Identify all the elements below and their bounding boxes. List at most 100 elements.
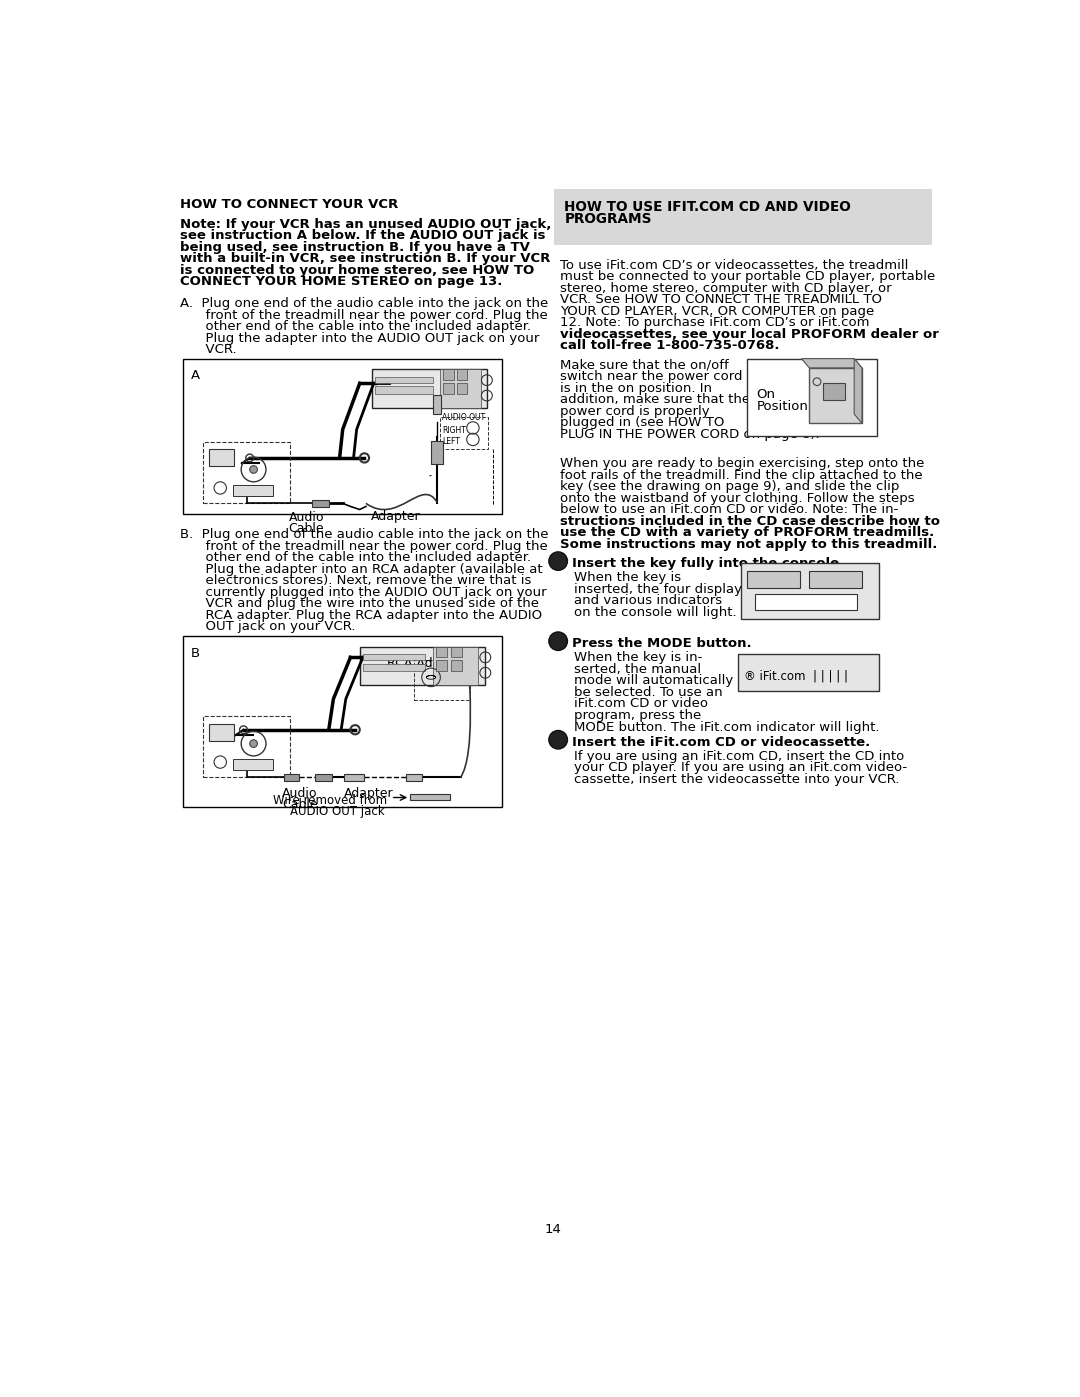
Text: onto the waistband of your clothing. Follow the steps: onto the waistband of your clothing. Fol… xyxy=(559,492,915,504)
Text: HOW TO CONNECT YOUR VCR: HOW TO CONNECT YOUR VCR xyxy=(180,198,399,211)
Text: ® iFit.com  | | | | |: ® iFit.com | | | | | xyxy=(744,669,848,683)
Text: program, press the: program, press the xyxy=(573,708,701,722)
Bar xyxy=(431,441,444,464)
Text: To use iFit.com CD’s or videocassettes, the treadmill: To use iFit.com CD’s or videocassettes, … xyxy=(559,258,908,271)
Bar xyxy=(203,441,291,503)
Text: addition, make sure that the: addition, make sure that the xyxy=(559,393,750,407)
Bar xyxy=(441,418,488,450)
Text: on the console will light.: on the console will light. xyxy=(573,606,737,619)
Text: Cable: Cable xyxy=(288,522,324,535)
Bar xyxy=(433,395,441,414)
Text: Press the MODE button.: Press the MODE button. xyxy=(572,637,752,651)
Bar xyxy=(363,664,424,671)
Text: inserted, the four displays: inserted, the four displays xyxy=(573,583,748,595)
Text: is in the on position. In: is in the on position. In xyxy=(559,381,712,395)
Text: When you are ready to begin exercising, step onto the: When you are ready to begin exercising, … xyxy=(559,457,924,471)
Text: Plug the adapter into the AUDIO OUT jack on your: Plug the adapter into the AUDIO OUT jack… xyxy=(180,331,539,345)
Bar xyxy=(451,661,462,671)
Text: |<          >|: |< >| xyxy=(772,598,822,608)
Text: HOW TO USE IFIT.COM CD AND VIDEO: HOW TO USE IFIT.COM CD AND VIDEO xyxy=(565,200,851,214)
Text: mode will automatically: mode will automatically xyxy=(573,675,733,687)
Text: Plug the adapter into an RCA adapter (available at: Plug the adapter into an RCA adapter (av… xyxy=(180,563,542,576)
Bar xyxy=(435,647,446,658)
Text: call toll-free 1-800-735-0768.: call toll-free 1-800-735-0768. xyxy=(559,339,779,352)
Text: cassette, insert the videocassette into your VCR.: cassette, insert the videocassette into … xyxy=(573,773,900,787)
Bar xyxy=(809,367,862,423)
Text: Adapter: Adapter xyxy=(345,787,394,799)
Text: power cord is properly: power cord is properly xyxy=(559,405,710,418)
Text: use the CD with a variety of PROFORM treadmills.: use the CD with a variety of PROFORM tre… xyxy=(559,527,934,539)
Circle shape xyxy=(249,465,257,474)
Text: Some instructions may not apply to this treadmill.: Some instructions may not apply to this … xyxy=(559,538,937,550)
Bar xyxy=(443,369,454,380)
Text: VCR and plug the wire into the unused side of the: VCR and plug the wire into the unused si… xyxy=(180,598,539,610)
Text: front of the treadmill near the power cord. Plug the: front of the treadmill near the power co… xyxy=(180,309,548,321)
Bar xyxy=(823,383,845,400)
Text: below to use an iFit.com CD or video. Note: The in-: below to use an iFit.com CD or video. No… xyxy=(559,503,899,517)
Bar xyxy=(433,647,478,685)
Bar xyxy=(203,715,291,778)
Bar xyxy=(747,359,877,436)
Bar xyxy=(406,774,422,781)
Text: is connected to your home stereo, see HOW TO: is connected to your home stereo, see HO… xyxy=(180,264,535,277)
Text: Insert the key fully into the console.: Insert the key fully into the console. xyxy=(572,557,845,570)
Bar xyxy=(232,485,273,496)
Text: VCR. See HOW TO CONNECT THE TREADMILL TO: VCR. See HOW TO CONNECT THE TREADMILL TO xyxy=(559,293,881,306)
Bar xyxy=(210,450,234,467)
Text: 12. Note: To purchase iFit.com CD’s or iFit.com: 12. Note: To purchase iFit.com CD’s or i… xyxy=(559,316,869,330)
Text: other end of the cable into the included adapter.: other end of the cable into the included… xyxy=(180,320,531,332)
Bar xyxy=(414,661,470,700)
Text: B: B xyxy=(191,647,200,659)
Text: Audio: Audio xyxy=(288,511,324,524)
Bar xyxy=(443,383,454,394)
Text: Note: If your VCR has an unused AUDIO OUT jack,: Note: If your VCR has an unused AUDIO OU… xyxy=(180,218,551,231)
Text: LEFT: LEFT xyxy=(443,437,460,446)
Text: 1: 1 xyxy=(555,557,564,571)
Text: AUDIO OUT: AUDIO OUT xyxy=(442,412,485,422)
Text: front of the treadmill near the power cord. Plug the: front of the treadmill near the power co… xyxy=(180,539,548,553)
Text: B.  Plug one end of the audio cable into the jack on the: B. Plug one end of the audio cable into … xyxy=(180,528,549,541)
Circle shape xyxy=(549,731,567,749)
Text: other end of the cable into the included adapter.: other end of the cable into the included… xyxy=(180,550,531,564)
Text: VCR.: VCR. xyxy=(180,344,237,356)
Text: 3: 3 xyxy=(555,736,564,750)
Circle shape xyxy=(249,740,257,747)
Bar xyxy=(183,359,502,514)
Text: If you are using an iFit.com CD, insert the CD into: If you are using an iFit.com CD, insert … xyxy=(573,750,904,763)
Text: RCA adapter. Plug the RCA adapter into the AUDIO: RCA adapter. Plug the RCA adapter into t… xyxy=(180,609,542,622)
Bar xyxy=(183,636,502,806)
Text: must be connected to your portable CD player, portable: must be connected to your portable CD pl… xyxy=(559,270,935,284)
Text: PROGRAMS: PROGRAMS xyxy=(565,212,652,226)
Bar xyxy=(312,500,328,507)
Text: serted, the manual: serted, the manual xyxy=(573,662,701,676)
Text: YOUR CD PLAYER, VCR, OR COMPUTER on page: YOUR CD PLAYER, VCR, OR COMPUTER on page xyxy=(559,305,874,317)
Bar xyxy=(435,661,446,671)
Bar xyxy=(314,774,332,781)
Bar xyxy=(360,647,485,685)
Bar xyxy=(747,571,800,588)
Bar xyxy=(755,594,858,609)
Text: with a built-in VCR, see instruction B. If your VCR: with a built-in VCR, see instruction B. … xyxy=(180,253,551,265)
Text: 2: 2 xyxy=(555,638,564,651)
Text: Wire removed from: Wire removed from xyxy=(273,795,387,807)
Text: switch near the power cord: switch near the power cord xyxy=(559,370,742,383)
Text: When the key is in-: When the key is in- xyxy=(573,651,702,664)
Text: RCA Adapter: RCA Adapter xyxy=(387,657,465,669)
Text: 14: 14 xyxy=(545,1222,562,1235)
Bar xyxy=(410,793,450,800)
Text: Insert the iFit.com CD or videocassette.: Insert the iFit.com CD or videocassette. xyxy=(572,736,870,749)
Text: MODE button. The iFit.com indicator will light.: MODE button. The iFit.com indicator will… xyxy=(573,721,879,733)
Text: On: On xyxy=(757,388,775,401)
Bar xyxy=(232,759,273,770)
Text: and various indicators: and various indicators xyxy=(573,594,721,608)
Bar xyxy=(284,774,299,781)
Text: electronics stores). Next, remove the wire that is: electronics stores). Next, remove the wi… xyxy=(180,574,531,587)
Bar xyxy=(363,654,424,661)
Bar xyxy=(457,383,468,394)
Bar xyxy=(738,654,879,692)
Text: When the key is: When the key is xyxy=(573,571,680,584)
Text: Make sure that the on/off: Make sure that the on/off xyxy=(559,359,728,372)
Text: AUDIO OUT jack: AUDIO OUT jack xyxy=(291,805,384,819)
Text: key (see the drawing on page 9), and slide the clip: key (see the drawing on page 9), and sli… xyxy=(559,481,899,493)
Text: currently plugged into the AUDIO OUT jack on your: currently plugged into the AUDIO OUT jac… xyxy=(180,585,546,599)
